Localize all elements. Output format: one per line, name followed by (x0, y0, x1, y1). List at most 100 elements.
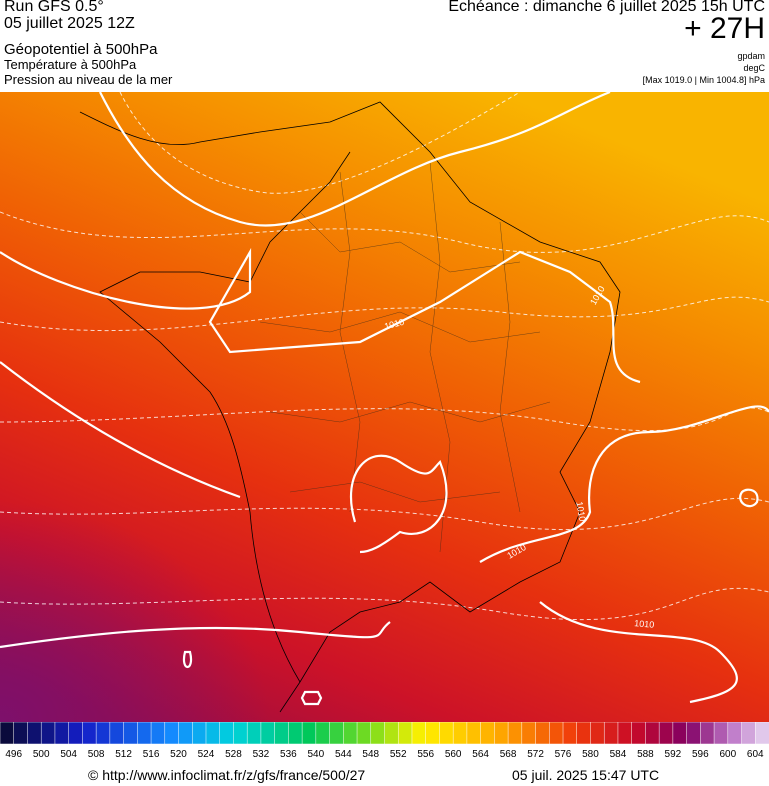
color-swatch (384, 722, 399, 745)
echeance: Echéance : dimanche 6 juillet 2025 15h U… (448, 0, 765, 15)
scale-label: 552 (390, 749, 407, 760)
scale-label: 520 (170, 749, 187, 760)
color-swatch (741, 722, 757, 745)
scale-label: 496 (5, 749, 22, 760)
color-swatch (645, 722, 660, 745)
color-swatch (549, 722, 564, 745)
color-swatch (123, 722, 139, 745)
color-swatch (109, 722, 125, 745)
color-swatch (233, 722, 248, 745)
scale-label: 512 (115, 749, 132, 760)
color-swatch (672, 722, 688, 745)
color-swatch (219, 722, 235, 745)
coastline (79, 101, 621, 713)
color-swatch (755, 722, 769, 745)
color-swatch (13, 722, 29, 745)
color-swatch (68, 722, 84, 745)
color-swatch (301, 722, 317, 745)
isobar-label: 1010 (634, 618, 655, 630)
color-swatch (466, 722, 482, 745)
field: Température à 500hPa (4, 57, 137, 72)
scale-label: 600 (719, 749, 736, 760)
color-swatch (315, 722, 331, 745)
source-url: © http://www.infoclimat.fr/z/gfs/france/… (88, 767, 366, 783)
color-swatch (246, 722, 262, 745)
color-swatch (164, 722, 180, 745)
regions (259, 161, 551, 553)
scale-label: 604 (747, 749, 764, 760)
color-swatch (397, 722, 413, 745)
color-swatch (343, 722, 358, 745)
scale-label: 592 (665, 749, 682, 760)
field: Géopotentiel à 500hPa (4, 41, 158, 58)
color-swatch (40, 722, 56, 745)
color-swatch (260, 722, 276, 745)
scale-label: 588 (637, 749, 654, 760)
unit: degC (743, 63, 765, 73)
color-swatch (439, 722, 454, 745)
lead-time: + 27H (684, 12, 765, 45)
color-swatch (411, 722, 427, 745)
scale-label: 508 (88, 749, 105, 760)
color-swatch (329, 722, 345, 745)
color-swatch (27, 722, 42, 745)
color-swatch (356, 722, 372, 745)
color-swatch (137, 722, 152, 745)
timestamp: 05 juil. 2025 15:47 UTC (512, 767, 660, 783)
scale-label: 548 (362, 749, 379, 760)
color-swatch (0, 722, 15, 745)
color-swatch (288, 722, 303, 745)
color-swatch (700, 722, 715, 745)
color-swatch (590, 722, 605, 745)
scale-label: 540 (307, 749, 324, 760)
scale-label: 564 (472, 749, 489, 760)
color-scale: 496 500 504 508 512 516 520 524 528 532 536 540 544 5… (0, 722, 769, 760)
scale-label: 524 (198, 749, 215, 760)
color-swatch (480, 722, 496, 745)
color-swatch (494, 722, 509, 745)
scale-label: 556 (417, 749, 434, 760)
isobars (0, 92, 769, 706)
scale-label: 544 (335, 749, 352, 760)
color-swatch (686, 722, 702, 745)
scale-label: 576 (555, 749, 572, 760)
run: Run GFS 0.5° (4, 0, 104, 15)
color-swatch (617, 722, 633, 745)
color-swatch (658, 722, 674, 745)
color-swatch (95, 722, 111, 745)
color-swatch (507, 722, 523, 745)
color-swatch (150, 722, 166, 745)
scale-label: 536 (280, 749, 297, 760)
pressure-range: [Max 1019.0 | Min 1004.8] hPa (642, 75, 765, 85)
color-swatch (205, 722, 221, 745)
scale-label: 584 (610, 749, 627, 760)
temperature-field (0, 92, 769, 722)
color-swatch (192, 722, 207, 745)
color-swatch (274, 722, 290, 745)
field: Pression au niveau de la mer (4, 72, 173, 87)
color-swatch (82, 722, 97, 745)
color-swatch (521, 722, 537, 745)
scale-label: 516 (143, 749, 160, 760)
color-swatch (425, 722, 441, 745)
color-swatch (562, 722, 578, 745)
unit: gpdam (737, 51, 765, 61)
color-swatch (54, 722, 70, 745)
scale-label: 560 (445, 749, 462, 760)
run-date: 05 juillet 2025 12Z (4, 15, 135, 32)
scale-label: 532 (253, 749, 270, 760)
scale-label: 504 (60, 749, 77, 760)
scale-label: 500 (33, 749, 50, 760)
color-swatch (727, 722, 743, 745)
color-swatch (631, 722, 647, 745)
color-swatch (603, 722, 619, 745)
scale-label: 580 (582, 749, 599, 760)
color-swatch (370, 722, 386, 745)
scale-label: 572 (527, 749, 544, 760)
color-swatch (452, 722, 468, 745)
scale-label: 596 (692, 749, 709, 760)
color-swatch (576, 722, 592, 745)
color-swatch (178, 722, 193, 745)
color-swatch (535, 722, 551, 745)
